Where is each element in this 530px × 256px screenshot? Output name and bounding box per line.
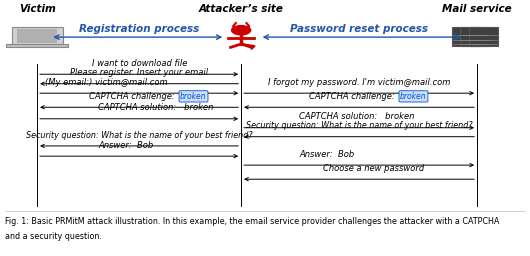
FancyBboxPatch shape	[12, 27, 63, 45]
Text: Registration process: Registration process	[80, 24, 199, 35]
Text: I forgot my password. I'm victim@mail.com: I forgot my password. I'm victim@mail.co…	[268, 78, 450, 87]
FancyBboxPatch shape	[460, 27, 489, 46]
Text: Attacker’s site: Attacker’s site	[199, 4, 284, 14]
Text: Password reset process: Password reset process	[290, 24, 428, 35]
Text: Please register. Insert your email: Please register. Insert your email	[70, 68, 208, 77]
Text: Answer:  Bob: Answer: Bob	[299, 150, 355, 159]
FancyBboxPatch shape	[469, 27, 498, 46]
Text: and a security question.: and a security question.	[5, 232, 102, 241]
Text: CAPTCHA solution:   broken: CAPTCHA solution: broken	[98, 103, 214, 112]
FancyBboxPatch shape	[452, 27, 481, 46]
Text: CAPTCHA solution:   broken: CAPTCHA solution: broken	[299, 112, 415, 121]
FancyBboxPatch shape	[6, 44, 68, 47]
Text: (My email:) victim@mail.com: (My email:) victim@mail.com	[45, 78, 167, 87]
Text: Answer:  Bob: Answer: Bob	[98, 141, 153, 150]
Text: Victim: Victim	[19, 4, 56, 14]
Text: I want to download file: I want to download file	[92, 59, 187, 68]
Text: broken: broken	[180, 92, 207, 101]
Text: Mail service: Mail service	[442, 4, 512, 14]
Text: CAPTCHA challenge:: CAPTCHA challenge:	[89, 92, 175, 101]
FancyBboxPatch shape	[17, 29, 57, 43]
Text: CAPTCHA challenge:: CAPTCHA challenge:	[309, 92, 395, 101]
Text: Choose a new password: Choose a new password	[323, 164, 424, 173]
Circle shape	[232, 26, 251, 35]
Text: broken: broken	[400, 92, 427, 101]
Text: Security question: What is the name of your best friend?: Security question: What is the name of y…	[26, 131, 253, 140]
Text: Fig. 1: Basic PRMitM attack illustration. In this example, the email service pro: Fig. 1: Basic PRMitM attack illustration…	[5, 217, 500, 226]
Text: Security question: What is the name of your best friend?: Security question: What is the name of y…	[246, 121, 473, 130]
